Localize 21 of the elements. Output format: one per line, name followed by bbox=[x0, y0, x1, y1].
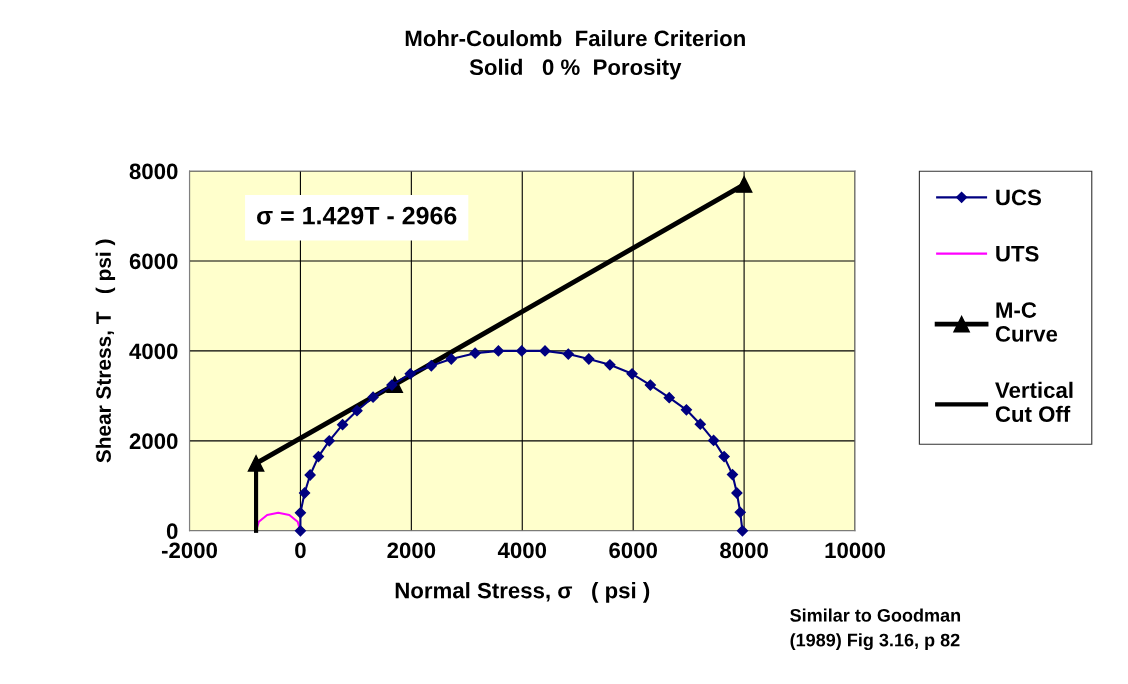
x-axis-title: Normal Stress, σ ( psi ) bbox=[395, 582, 650, 603]
legend-label: M-C Curve bbox=[995, 302, 1058, 342]
x-tick-label: 6000 bbox=[609, 542, 657, 559]
x-tick-label: 10000 bbox=[825, 542, 886, 559]
annotation: σ = 1.429T - 2966 bbox=[257, 206, 457, 225]
y-tick-label: 4000 bbox=[129, 343, 178, 360]
y-tick-label: 6000 bbox=[129, 253, 178, 270]
y-axis-title: Shear Stress, T ( psi ) bbox=[95, 239, 116, 463]
chart-title: Mohr-Coulomb Failure Criterion Solid 0 % Porosity bbox=[405, 29, 745, 80]
y-tick-label: 2000 bbox=[129, 433, 178, 450]
y-tick-label: 0 bbox=[166, 523, 178, 540]
legend-label: Vertical Cut Off bbox=[995, 381, 1073, 423]
legend-label: UCS bbox=[996, 189, 1041, 206]
x-tick-label: 4000 bbox=[497, 542, 547, 559]
x-tick-label: 2000 bbox=[387, 542, 436, 559]
text: Similar to Goodman (1989) Fig 3.16, p 82 bbox=[790, 608, 961, 651]
y-tick-label: 8000 bbox=[129, 163, 178, 180]
x-tick-label: 0 bbox=[295, 542, 306, 559]
x-tick-label: 8000 bbox=[720, 542, 768, 559]
legend-label: UTS bbox=[996, 245, 1039, 262]
x-tick-label: -2000 bbox=[161, 542, 218, 559]
